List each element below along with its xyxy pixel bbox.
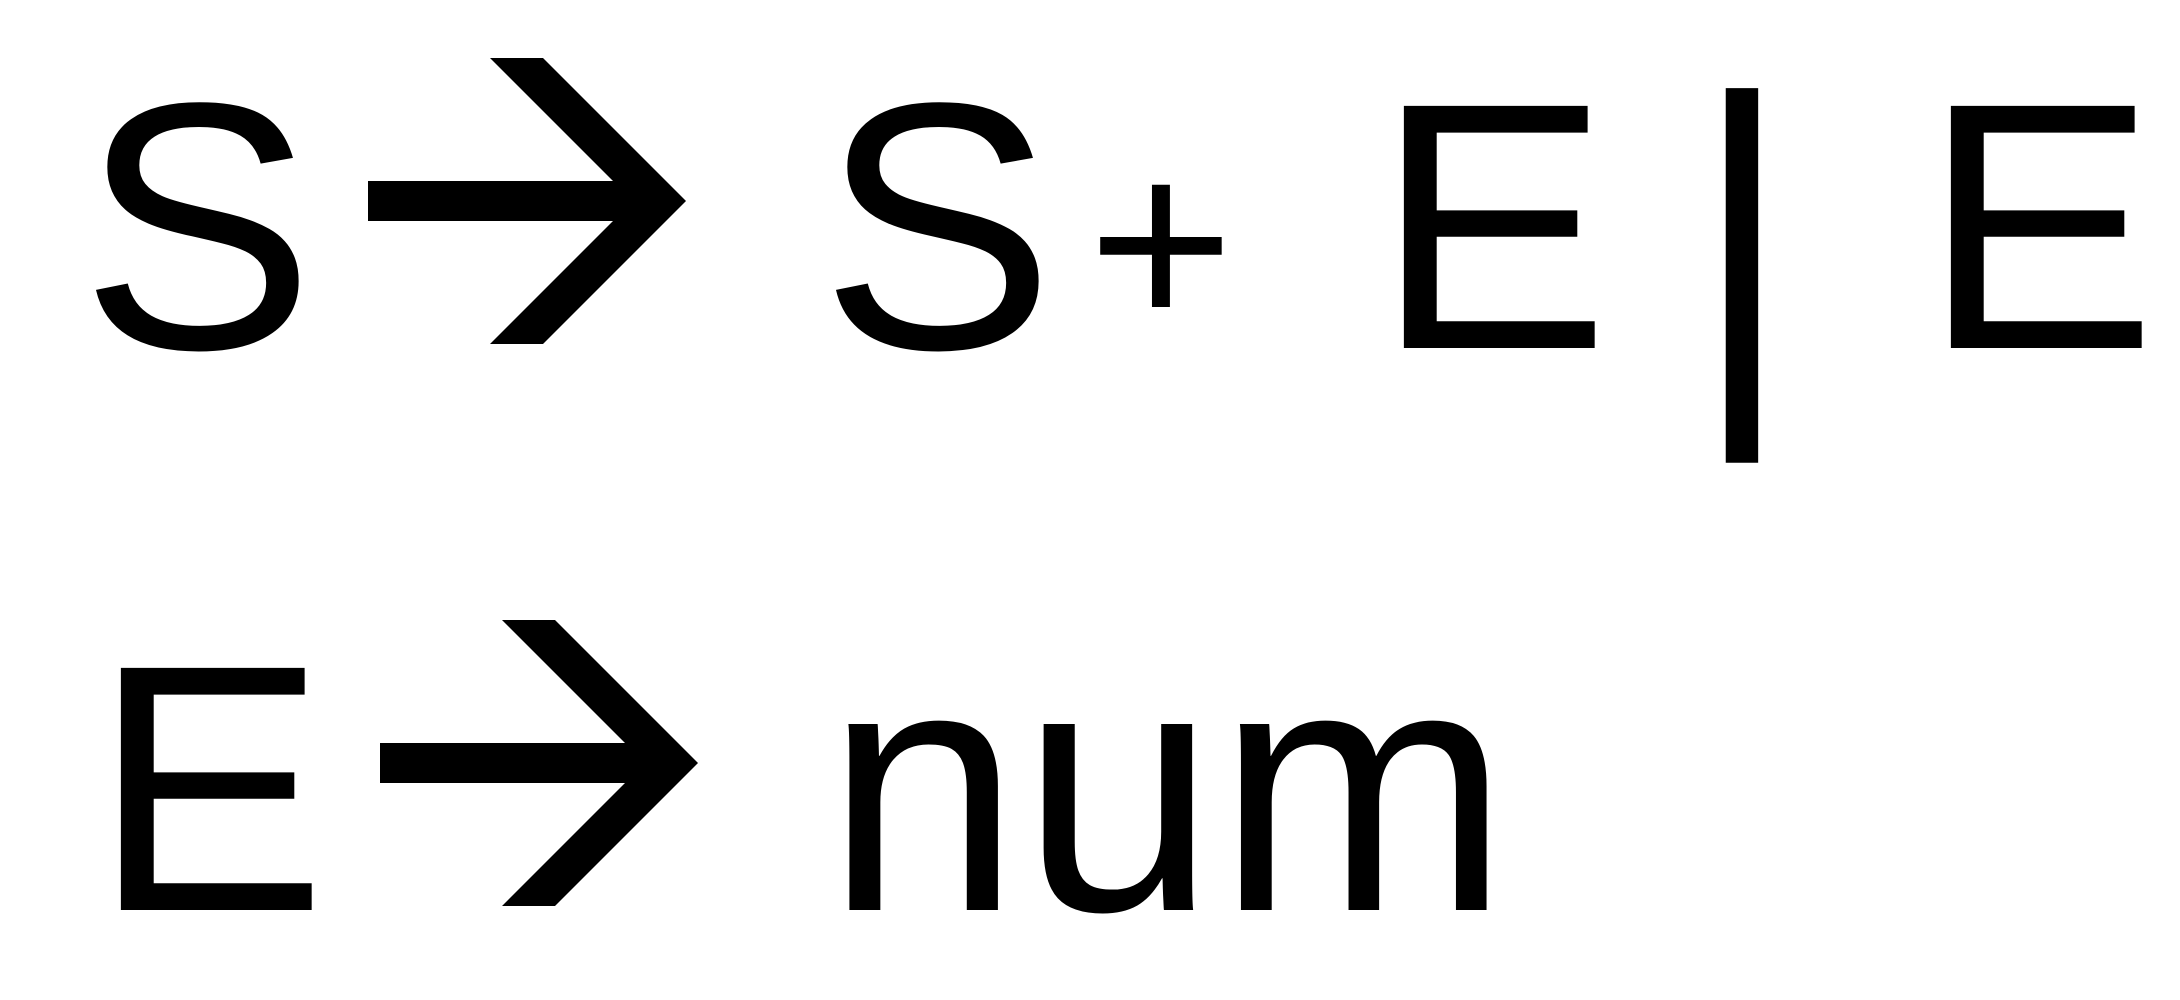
rule-1-rhs-plus-symbol: +: [1088, 103, 1234, 382]
rule-2-rhs-num-symbol: num: [825, 591, 1510, 985]
rule-2-arrow-icon: [380, 620, 698, 906]
rule-1-arrow-icon: [368, 58, 686, 344]
rule-1-rhs-s-symbol: S: [820, 29, 1055, 423]
rule-1-alternation-symbol: |: [1690, 16, 1794, 463]
rule-2-lhs-symbol: E: [92, 591, 327, 985]
rule-1-rhs-e-alt-symbol: E: [1922, 29, 2157, 423]
rule-1-rhs-e-symbol: E: [1375, 29, 1610, 423]
rule-1-lhs-symbol: S: [80, 29, 315, 423]
